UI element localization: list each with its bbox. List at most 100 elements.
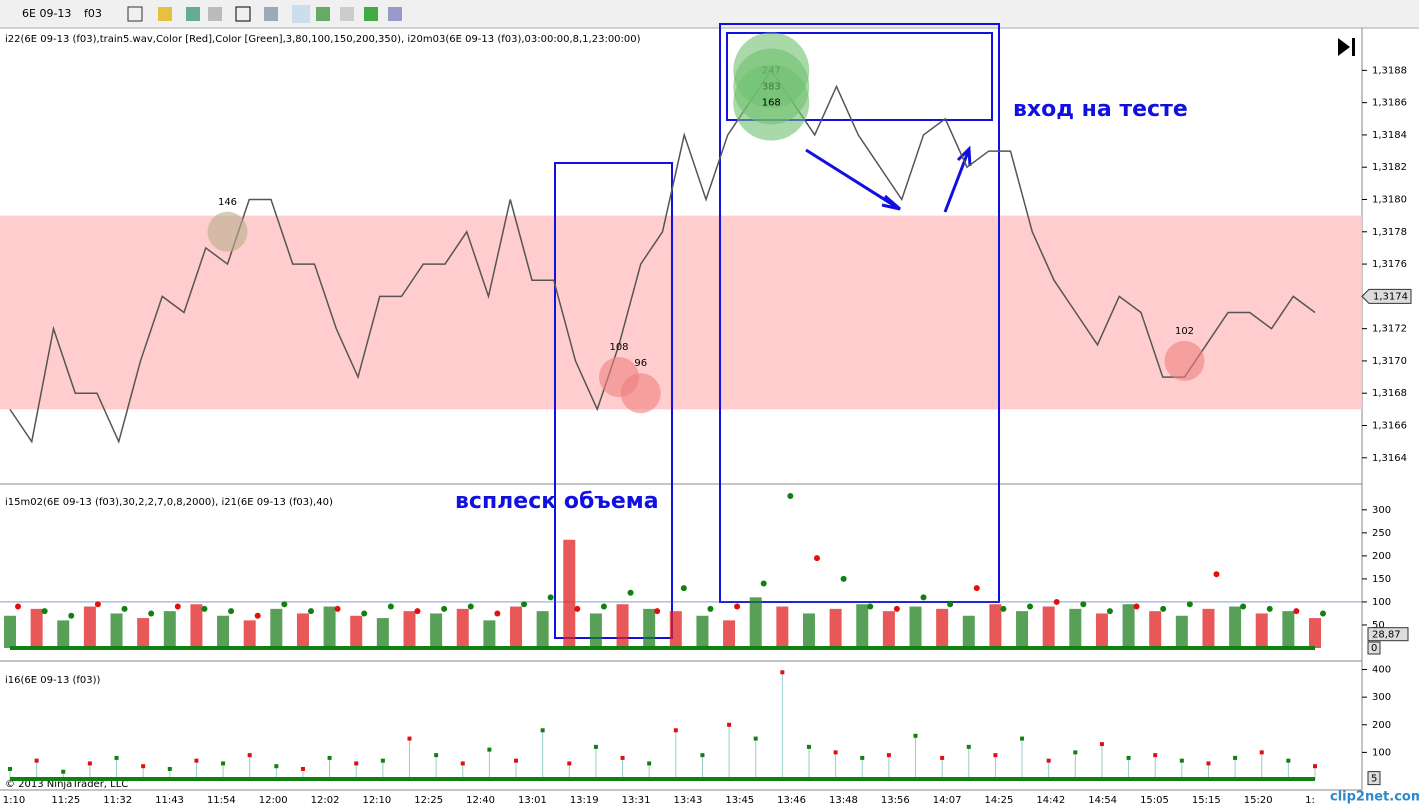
volume-bar	[403, 611, 416, 648]
panel-label: i16(6E 09-13 (f03))	[5, 675, 101, 686]
volume-dot	[201, 605, 208, 612]
volume-dot	[414, 608, 421, 615]
x-tick-label: 13:31	[622, 795, 651, 806]
tick-dot	[833, 750, 838, 755]
tick-dot	[141, 764, 146, 769]
tick-dot	[1286, 758, 1291, 763]
volume-dot	[734, 603, 741, 610]
volume-dot	[654, 608, 661, 615]
volume-bar	[936, 608, 949, 648]
period[interactable]: f03	[84, 7, 102, 20]
volume-bubble	[1164, 340, 1205, 381]
x-tick-label: 15:05	[1140, 795, 1169, 806]
volume-bar	[669, 611, 682, 648]
annotation: всплеск объема	[455, 489, 659, 514]
tick-dot	[1020, 736, 1025, 741]
volume-dot	[1160, 605, 1167, 612]
volume-dot	[281, 601, 288, 608]
x-tick-label: 13:56	[881, 795, 910, 806]
volume-bar	[616, 604, 629, 648]
x-tick-label: 13:48	[829, 795, 858, 806]
x-tick-label: 11:25	[51, 795, 80, 806]
volume-dot	[1213, 571, 1220, 578]
volume-bar	[30, 608, 43, 648]
volume-dot	[521, 601, 528, 608]
x-tick-label: 14:54	[1088, 795, 1117, 806]
y-tick-label: 1,3168	[1372, 388, 1407, 399]
volume-dot	[1320, 610, 1326, 617]
volume-bar	[1202, 608, 1215, 648]
tick-dot	[966, 744, 971, 749]
tick-dot	[860, 755, 865, 760]
y-tick-label: 100	[1372, 597, 1391, 608]
volume-dot	[467, 603, 474, 610]
volume-dot	[813, 555, 820, 562]
volume-bar	[190, 604, 203, 648]
volume-bar	[1175, 615, 1188, 648]
tick-dot	[380, 758, 385, 763]
volume-dot	[867, 603, 874, 610]
volume-bar	[882, 611, 895, 648]
tick-dot	[514, 758, 519, 763]
volume-bar	[430, 613, 443, 648]
volume-dot	[1106, 608, 1113, 615]
volume-bar	[510, 606, 523, 648]
last-price-box	[1361, 288, 1412, 304]
volume-dot	[1000, 605, 1007, 612]
y-tick-label: 1,3172	[1372, 324, 1407, 335]
tick-dot	[1206, 761, 1211, 766]
volume-bar	[1069, 608, 1082, 648]
volume-dot	[1240, 603, 1247, 610]
tick-dot	[913, 733, 918, 738]
volume-bar	[456, 608, 469, 648]
volume-bar	[1309, 618, 1321, 648]
instrument[interactable]: 6E 09-13	[22, 7, 71, 20]
volume-bar	[57, 620, 70, 648]
arrow	[805, 148, 901, 211]
tick-dot	[247, 753, 252, 758]
volume-bar	[376, 618, 389, 648]
x-tick-label: 11:32	[103, 795, 132, 806]
volume-dot	[174, 603, 181, 610]
arrow	[943, 145, 972, 213]
highlight-box	[554, 162, 673, 639]
volume-bar	[323, 606, 336, 648]
volume-dot	[334, 605, 341, 612]
y-tick-label: 1,3178	[1372, 227, 1407, 238]
toolbar-icons[interactable]	[127, 5, 402, 23]
volume-bar	[1229, 606, 1242, 648]
bubble-label: 102	[1175, 326, 1194, 337]
tick-dot	[567, 761, 572, 766]
volume-bubble	[733, 64, 810, 141]
volume-dot	[1053, 598, 1060, 605]
tick-dot	[753, 736, 758, 741]
y-tick-label: 1,3186	[1372, 98, 1407, 109]
tick-dot	[540, 728, 545, 733]
volume-dot	[1266, 605, 1273, 612]
tick-dot	[647, 761, 652, 766]
y-tick-label: 1,3188	[1372, 65, 1407, 76]
volume-dot	[361, 610, 368, 617]
volume-bar	[163, 611, 176, 648]
support-zone	[0, 215, 1362, 410]
current-label: 28,87	[1372, 630, 1401, 641]
tick-dot	[61, 769, 66, 774]
volume-dot	[307, 608, 314, 615]
x-tick-label: 14:42	[1036, 795, 1065, 806]
y-tick-label: 250	[1372, 528, 1391, 539]
current-box	[1367, 627, 1409, 642]
volume-bar	[536, 611, 549, 648]
volume-dot	[15, 603, 21, 610]
volume-bar	[83, 606, 96, 648]
volume-bar	[563, 539, 576, 648]
x-tick-label: 13:46	[777, 795, 806, 806]
x-tick-label: 12:40	[466, 795, 495, 806]
volume-bar	[1149, 611, 1162, 648]
scroll-end-button[interactable]	[1338, 38, 1355, 56]
y-tick-label: 1,3166	[1372, 421, 1407, 432]
volume-dot	[840, 575, 847, 582]
current-box	[1367, 641, 1381, 655]
volume-bar	[1282, 611, 1295, 648]
tick-dot	[673, 728, 678, 733]
tick-dot	[1099, 742, 1104, 747]
